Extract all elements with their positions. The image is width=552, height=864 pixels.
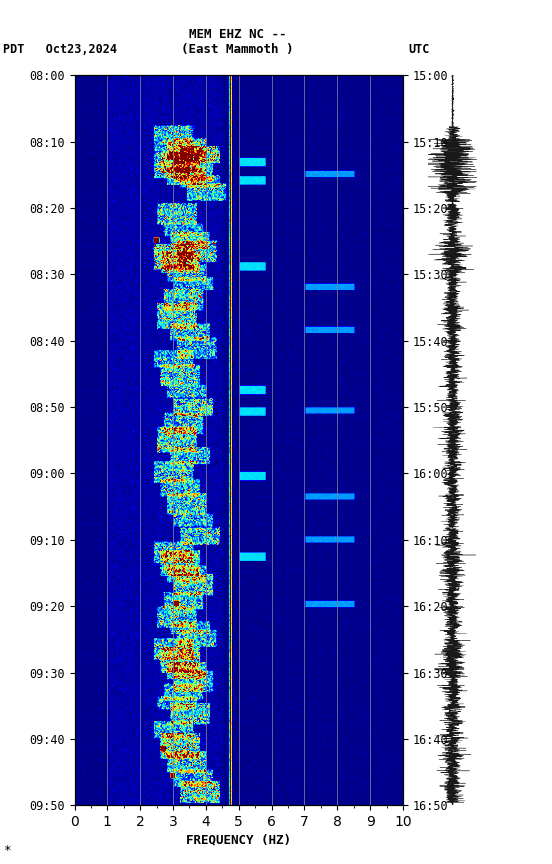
Text: MEM EHZ NC --: MEM EHZ NC -- xyxy=(189,29,286,41)
Text: *: * xyxy=(3,843,10,856)
Text: PDT   Oct23,2024: PDT Oct23,2024 xyxy=(3,43,117,56)
X-axis label: FREQUENCY (HZ): FREQUENCY (HZ) xyxy=(186,833,291,846)
Text: (East Mammoth ): (East Mammoth ) xyxy=(181,43,294,56)
Text: UTC: UTC xyxy=(408,43,430,56)
